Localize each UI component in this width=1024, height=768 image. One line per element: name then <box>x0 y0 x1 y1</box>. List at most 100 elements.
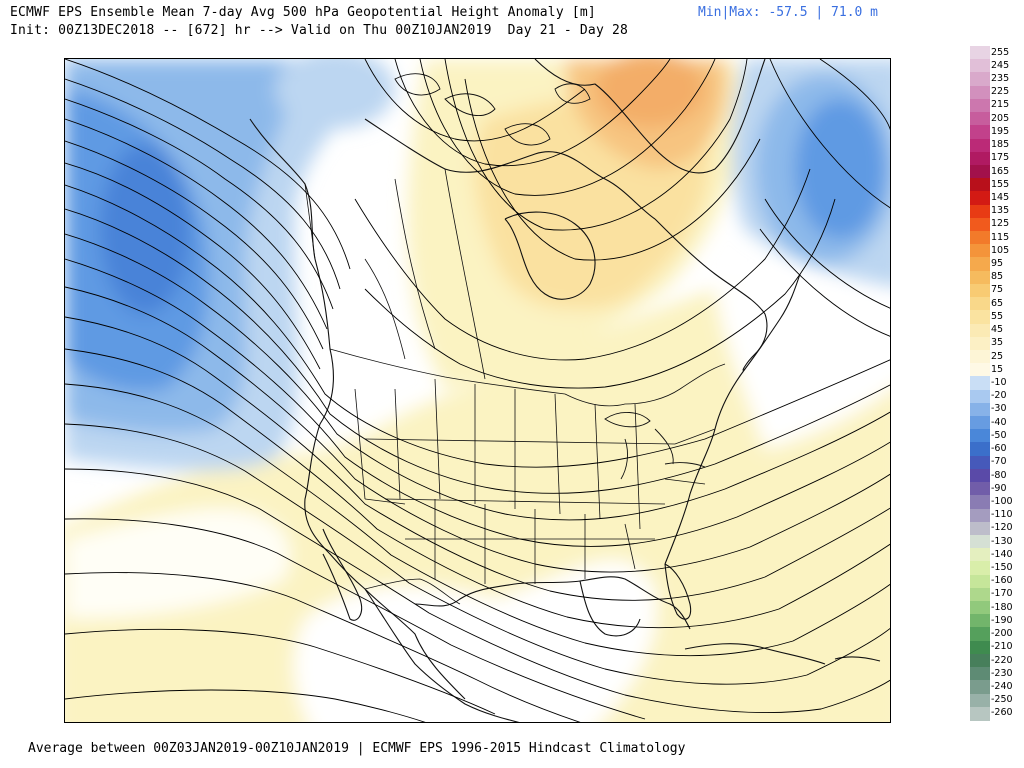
colorbar-swatch <box>970 706 990 721</box>
colorbar-tick-label: 135 <box>991 205 1010 217</box>
border-us-mexico <box>364 578 461 605</box>
border-canada-alaska <box>304 183 316 260</box>
colorbar-swatch <box>970 468 990 483</box>
colorbar-tick-label: 115 <box>991 231 1010 243</box>
positive-anomaly-peak <box>595 59 705 127</box>
colorbar-tick-label: 85 <box>991 271 1004 283</box>
coast-hispaniola <box>834 656 881 662</box>
colorbar-swatch <box>970 85 990 100</box>
colorbar-swatch <box>970 561 990 576</box>
height-contours <box>65 59 890 722</box>
colorbar-tick-label: 235 <box>991 73 1010 85</box>
colorbar-tick-label: 65 <box>991 297 1004 309</box>
colorbar-swatch <box>970 204 990 219</box>
colorbar-swatch <box>970 614 990 629</box>
colorbar-swatch <box>970 455 990 470</box>
colorbar-swatch <box>970 429 990 444</box>
negative-anomaly-pacific-peak <box>100 144 190 314</box>
colorbar-tick-label: 75 <box>991 284 1004 296</box>
colorbar-tick-label: 25 <box>991 350 1004 362</box>
coast-florida <box>664 563 692 620</box>
anomaly-map <box>64 58 891 723</box>
colorbar-tick-label: 165 <box>991 165 1010 177</box>
coast-greenland <box>534 59 766 174</box>
colorbar-swatch <box>970 244 990 259</box>
coast-atlantic <box>664 273 801 565</box>
colorbar-tick-label: 105 <box>991 244 1010 256</box>
colorbar-tick-label: 155 <box>991 178 1010 190</box>
coast-gulf <box>414 576 691 630</box>
colorbar-tick-label: -260 <box>991 707 1013 719</box>
colorbar-swatch <box>970 363 990 377</box>
colorbar-swatch <box>970 495 990 510</box>
colorbar-tick-label: -150 <box>991 562 1013 574</box>
colorbar-tick-label: 15 <box>991 363 1004 375</box>
colorbar-tick-label: 215 <box>991 99 1010 111</box>
colorbar-swatch <box>970 416 990 430</box>
colorbar-swatch <box>970 402 990 417</box>
neutral-southwest <box>65 508 291 619</box>
colorbar-swatch <box>970 283 990 298</box>
colorbar-tick-label: -230 <box>991 667 1013 679</box>
colorbar-swatch <box>970 270 990 285</box>
colorbar-swatch <box>970 521 990 536</box>
colorbar-swatch <box>970 601 990 615</box>
colorbar-swatch <box>970 534 990 549</box>
chart-title: ECMWF EPS Ensemble Mean 7-day Avg 500 hP… <box>10 5 596 20</box>
colorbar-swatch <box>970 72 990 87</box>
colorbar-tick-label: 225 <box>991 86 1010 98</box>
colorbar-tick-label: -60 <box>991 443 1007 455</box>
coast-labrador <box>654 218 768 371</box>
colorbar-tick-label: 55 <box>991 310 1004 322</box>
anomaly-shading <box>65 59 890 722</box>
footer-note: Average between 00Z03JAN2019-00Z10JAN201… <box>28 741 686 756</box>
colorbar-swatch <box>970 297 990 311</box>
colorbar-swatch <box>970 231 990 245</box>
coast-mexico-pacific <box>364 588 520 722</box>
colorbar-swatch <box>970 680 990 695</box>
colorbar-swatch <box>970 98 990 113</box>
colorbar-swatch <box>970 587 990 602</box>
colorbar-swatch <box>970 323 990 338</box>
colorbar-tick-label: -40 <box>991 416 1007 428</box>
positive-anomaly-south <box>65 283 890 722</box>
colorbar-tick-label: -140 <box>991 548 1013 560</box>
coastlines <box>249 59 881 722</box>
colorbar-tick-label: -180 <box>991 601 1013 613</box>
colorbar-tick-label: -110 <box>991 509 1013 521</box>
colorbar-swatch <box>970 112 990 126</box>
negative-anomaly-arctic <box>275 59 395 129</box>
colorbar-tick-label: -100 <box>991 495 1013 507</box>
colorbar-tick-label: -170 <box>991 588 1013 600</box>
colorbar-tick-label: 245 <box>991 59 1010 71</box>
colorbar-tick-label: -90 <box>991 482 1007 494</box>
colorbar-tick-label: -210 <box>991 641 1013 653</box>
colorbar-swatch <box>970 640 990 655</box>
colorbar-swatch <box>970 667 990 681</box>
colorbar-tick-label: 175 <box>991 152 1010 164</box>
colorbar-swatch <box>970 336 990 351</box>
colorbar-tick-label: 195 <box>991 125 1010 137</box>
colorbar-tick-label: -200 <box>991 628 1013 640</box>
colorbar-swatch <box>970 138 990 153</box>
colorbar-swatch <box>970 310 990 325</box>
colorbar-swatch <box>970 59 990 74</box>
colorbar-swatch <box>970 508 990 523</box>
colorbar-swatch <box>970 389 990 404</box>
colorbar-swatch <box>970 178 990 192</box>
coast-pacific <box>249 118 466 700</box>
colorbar-tick-label: 205 <box>991 112 1010 124</box>
minmax-label: Min|Max: -57.5 | 71.0 m <box>698 5 879 20</box>
colorbar-tick-label: -240 <box>991 680 1013 692</box>
coast-arctic <box>364 118 656 220</box>
colorbar-swatch <box>970 164 990 179</box>
coast-yucatan <box>579 580 641 637</box>
colorbar-swatch <box>970 349 990 364</box>
colorbar-tick-label: -10 <box>991 377 1007 388</box>
colorbar-swatch <box>970 46 990 60</box>
colorbar <box>970 46 990 721</box>
colorbar-tick-label: 95 <box>991 258 1004 270</box>
init-valid-label: Init: 00Z13DEC2018 -- [672] hr --> Valid… <box>10 23 629 38</box>
colorbar-swatch <box>970 574 990 589</box>
colorbar-tick-label: -20 <box>991 390 1007 402</box>
